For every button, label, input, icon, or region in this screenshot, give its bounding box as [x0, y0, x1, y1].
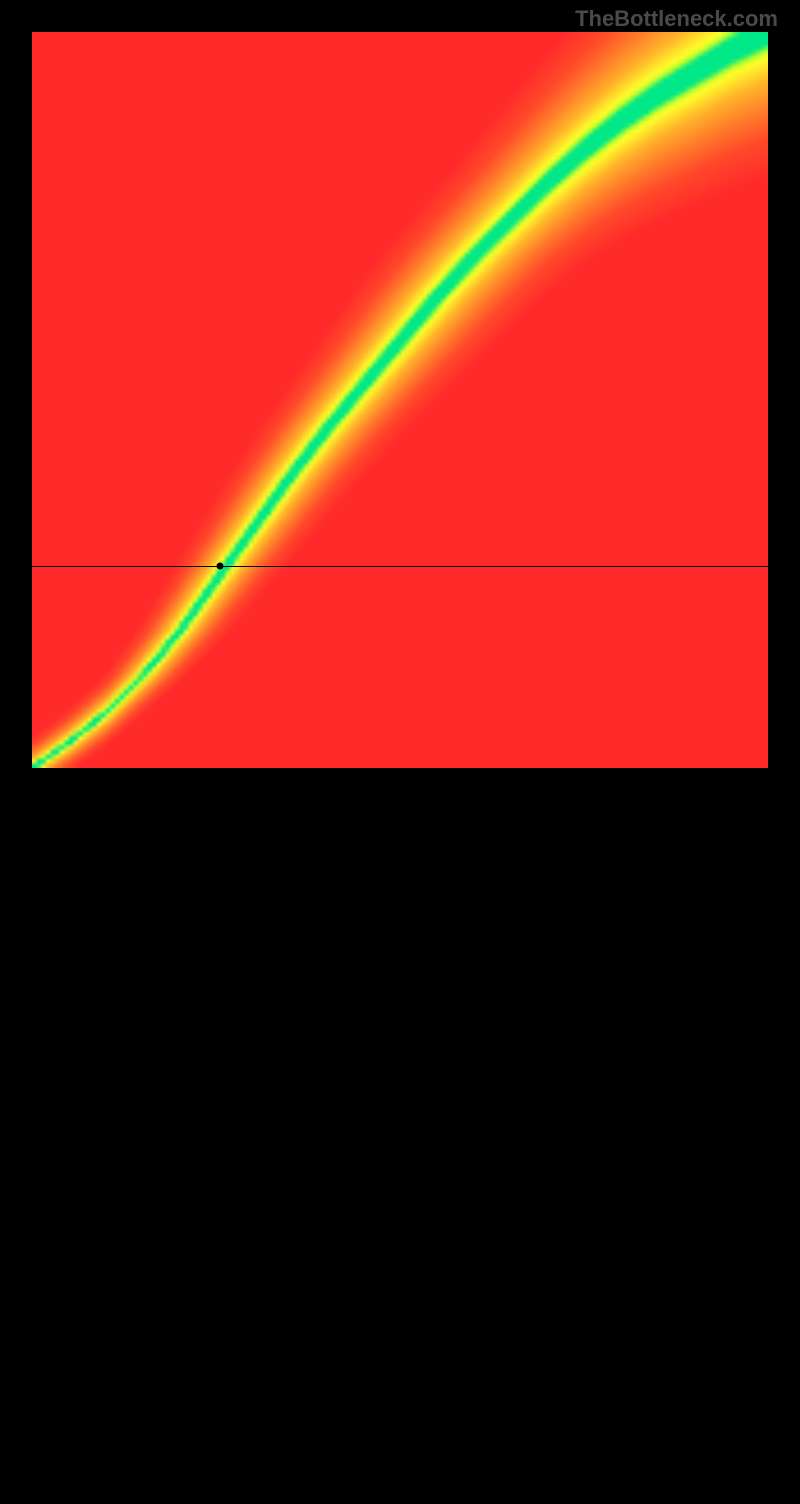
heatmap-canvas	[32, 32, 768, 768]
heatmap-plot	[32, 32, 768, 768]
watermark: TheBottleneck.com	[575, 6, 778, 32]
crosshair-dot	[216, 562, 223, 569]
crosshair-vertical	[220, 768, 221, 1504]
crosshair-horizontal	[32, 566, 768, 567]
